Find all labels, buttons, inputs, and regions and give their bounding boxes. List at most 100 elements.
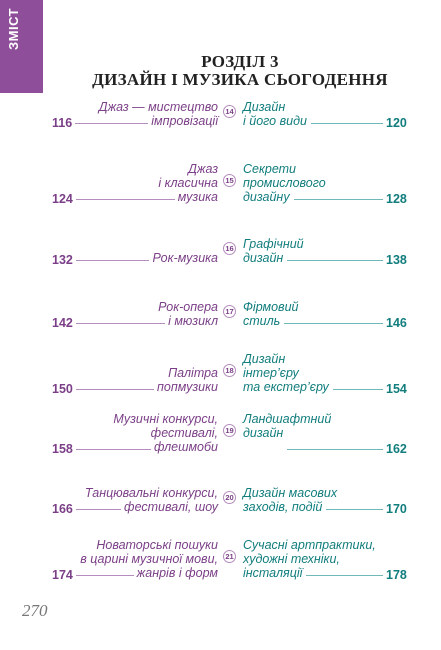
left-page-number[interactable]: 166 [52, 502, 73, 516]
right-title-line: Ландшафтний [243, 412, 332, 426]
lesson-number-badge: 17 [223, 305, 236, 318]
left-title-line: флешмоби [153, 440, 218, 454]
section-tab-label: ЗМІСТ [6, 7, 21, 50]
right-leader-line [293, 199, 383, 200]
left-title-line: і мюзикл [168, 314, 218, 328]
left-lesson-title[interactable]: Музичні конкурси, фестивалі, флешмоби [48, 412, 218, 454]
right-title-line: інсталяції [243, 566, 303, 580]
right-lesson-title[interactable]: Дизайн і його види [243, 100, 393, 128]
left-lesson-title[interactable]: Рок-опера і мюзикл [48, 300, 218, 328]
right-lesson-title[interactable]: Дизайн інтер’єру та екстер’єру [243, 352, 393, 394]
left-title-line: Джаз [188, 162, 218, 176]
lesson-number-badge: 15 [223, 174, 236, 187]
left-lesson-title[interactable]: Танцювальні конкурси, фестивалі, шоу [48, 486, 218, 514]
left-page-number[interactable]: 132 [52, 253, 73, 267]
left-title-line: і класична [158, 176, 218, 190]
left-leader-line [76, 389, 154, 390]
right-title-line: Секрети [243, 162, 297, 176]
section-tab: ЗМІСТ [0, 0, 43, 93]
left-page-number[interactable]: 124 [52, 192, 73, 206]
right-title-line: дизайн [243, 426, 284, 440]
right-page-number[interactable]: 162 [386, 442, 407, 456]
left-leader-line [76, 260, 150, 261]
toc-entry: Джаз — мистецтво імпровізації Дизайн і його… [0, 100, 441, 160]
left-title-line: Рок-опера [158, 300, 218, 314]
right-lesson-title[interactable]: Сучасні артпрактики, художні техніки, інст… [243, 538, 393, 580]
left-title-line: Музичні конкурси, [113, 412, 218, 426]
left-page-number[interactable]: 174 [52, 568, 73, 582]
left-leader-line [75, 123, 149, 124]
left-page-number[interactable]: 116 [52, 116, 73, 130]
right-title-line: дизайн [243, 251, 284, 265]
toc-entry: Джаз і класична музика Секрети промислового д… [0, 162, 441, 222]
right-title-line: художні техніки, [243, 552, 340, 566]
left-lesson-title[interactable]: Новаторські пошуки в царині музичної мови… [48, 538, 218, 580]
toc-entry: Танцювальні конкурси, фестивалі, шоу Дизай… [0, 486, 441, 546]
left-lesson-title[interactable]: Палітра попмузики [48, 366, 218, 394]
right-leader-line [326, 509, 383, 510]
right-page-number[interactable]: 178 [386, 568, 407, 582]
page-number: 270 [22, 601, 48, 620]
right-leader-line [310, 123, 383, 124]
right-leader-line [284, 323, 383, 324]
right-lesson-title[interactable]: Фірмовий стиль [243, 300, 393, 328]
left-title-line: музика [177, 190, 218, 204]
left-lesson-title[interactable]: Рок-музика [48, 251, 218, 265]
left-title-line: фестивалі, шоу [123, 500, 218, 514]
right-lesson-title[interactable]: Ландшафтний дизайн [243, 412, 393, 440]
left-title-line: Новаторські пошуки [96, 538, 218, 552]
right-title-line: Дизайн [243, 352, 286, 366]
left-leader-line [76, 323, 166, 324]
lesson-number-badge: 21 [223, 550, 236, 563]
right-title-line: інтер’єру [243, 366, 299, 380]
toc-entry: Рок-опера і мюзикл Фірмовий стиль 17 142 146 [0, 300, 441, 360]
left-leader-line [76, 509, 121, 510]
chapter-number: РОЗДІЛ 3 [201, 52, 279, 71]
lesson-number-badge: 16 [223, 242, 236, 255]
lesson-number-badge: 19 [223, 424, 236, 437]
right-title-line: стиль [243, 314, 281, 328]
right-title-line: і його види [243, 114, 307, 128]
left-title-line: в царині музичної мови, [80, 552, 218, 566]
left-title-line: імпровізації [151, 114, 218, 128]
left-leader-line [76, 199, 175, 200]
right-page-number[interactable]: 154 [386, 382, 407, 396]
right-page-number[interactable]: 146 [386, 316, 407, 330]
right-leader-line [306, 575, 383, 576]
right-title-line: Дизайн масових [243, 486, 338, 500]
lesson-number-badge: 18 [223, 364, 236, 377]
left-title-line: попмузики [156, 380, 218, 394]
right-title-line: Дизайн [243, 100, 286, 114]
lesson-number-badge: 20 [223, 491, 236, 504]
right-title-line: дизайну [243, 190, 290, 204]
right-leader-line [332, 389, 383, 390]
right-page-number[interactable]: 170 [386, 502, 407, 516]
right-page-number[interactable]: 138 [386, 253, 407, 267]
toc-entry: Рок-музика Графічний дизайн 16 132 138 [0, 237, 441, 297]
toc-entry: Музичні конкурси, фестивалі, флешмоби Ландш… [0, 412, 441, 472]
left-page-number[interactable]: 158 [52, 442, 73, 456]
left-page-number[interactable]: 150 [52, 382, 73, 396]
chapter-title: ДИЗАЙН І МУЗИКА СЬОГОДЕННЯ [92, 70, 388, 89]
left-title-line: жанрів і форм [136, 566, 218, 580]
left-title-line: фестивалі, [150, 426, 218, 440]
right-lesson-title[interactable]: Дизайн масових заходів, подій [243, 486, 393, 514]
right-lesson-title[interactable]: Секрети промислового дизайну [243, 162, 393, 204]
right-title-line: Графічний [243, 237, 304, 251]
toc-entry: Палітра попмузики Дизайн інтер’єру та екстер… [0, 352, 441, 412]
right-page-number[interactable]: 128 [386, 192, 407, 206]
lesson-number-badge: 14 [223, 105, 236, 118]
right-title-line: Фірмовий [243, 300, 299, 314]
left-title-line: Джаз — мистецтво [98, 100, 218, 114]
left-title-line: Рок-музика [152, 251, 218, 265]
right-leader-line [287, 449, 383, 450]
right-lesson-title[interactable]: Графічний дизайн [243, 237, 393, 265]
right-page-number[interactable]: 120 [386, 116, 407, 130]
left-title-line: Палітра [168, 366, 218, 380]
right-leader-line [287, 260, 383, 261]
left-title-line: Танцювальні конкурси, [84, 486, 218, 500]
left-lesson-title[interactable]: Джаз — мистецтво імпровізації [48, 100, 218, 128]
left-page-number[interactable]: 142 [52, 316, 73, 330]
left-lesson-title[interactable]: Джаз і класична музика [48, 162, 218, 204]
right-title-line: Сучасні артпрактики, [243, 538, 376, 552]
